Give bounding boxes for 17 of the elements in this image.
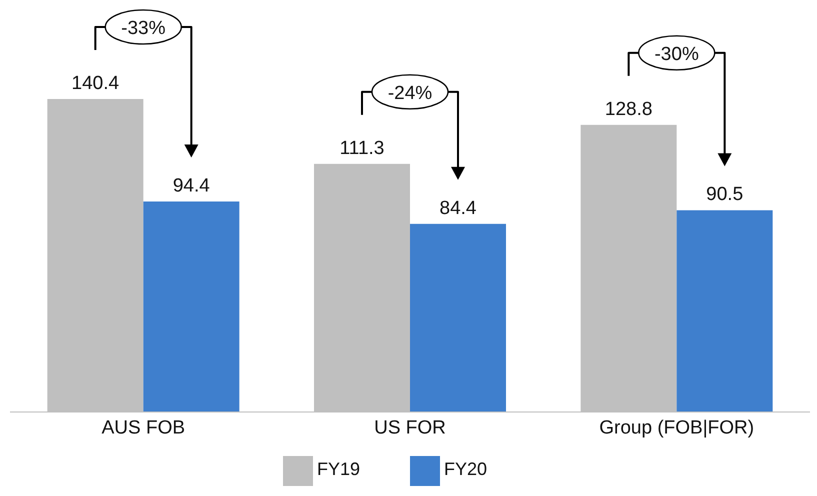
text: -33%	[121, 18, 166, 39]
bar	[410, 224, 506, 412]
bar	[676, 210, 773, 412]
annotation: -24%	[388, 82, 432, 104]
legend-label: FY20	[444, 459, 488, 480]
data-label: 84.4	[440, 198, 477, 219]
data-label: 90.5	[706, 184, 744, 206]
x-tick-label: AUS FOB	[102, 417, 186, 438]
data-label: 111.3	[340, 138, 384, 159]
x-tick-label: Group (FOB|FOR)	[599, 417, 754, 438]
data-label: 140.4	[72, 73, 120, 94]
data-label: 128.8	[604, 98, 652, 120]
text: -30%	[654, 44, 699, 65]
data-label: 94.4	[172, 176, 210, 197]
legend-label: FY19	[316, 459, 360, 480]
bar	[143, 202, 240, 412]
x-tick-label: US FOR	[374, 417, 446, 438]
